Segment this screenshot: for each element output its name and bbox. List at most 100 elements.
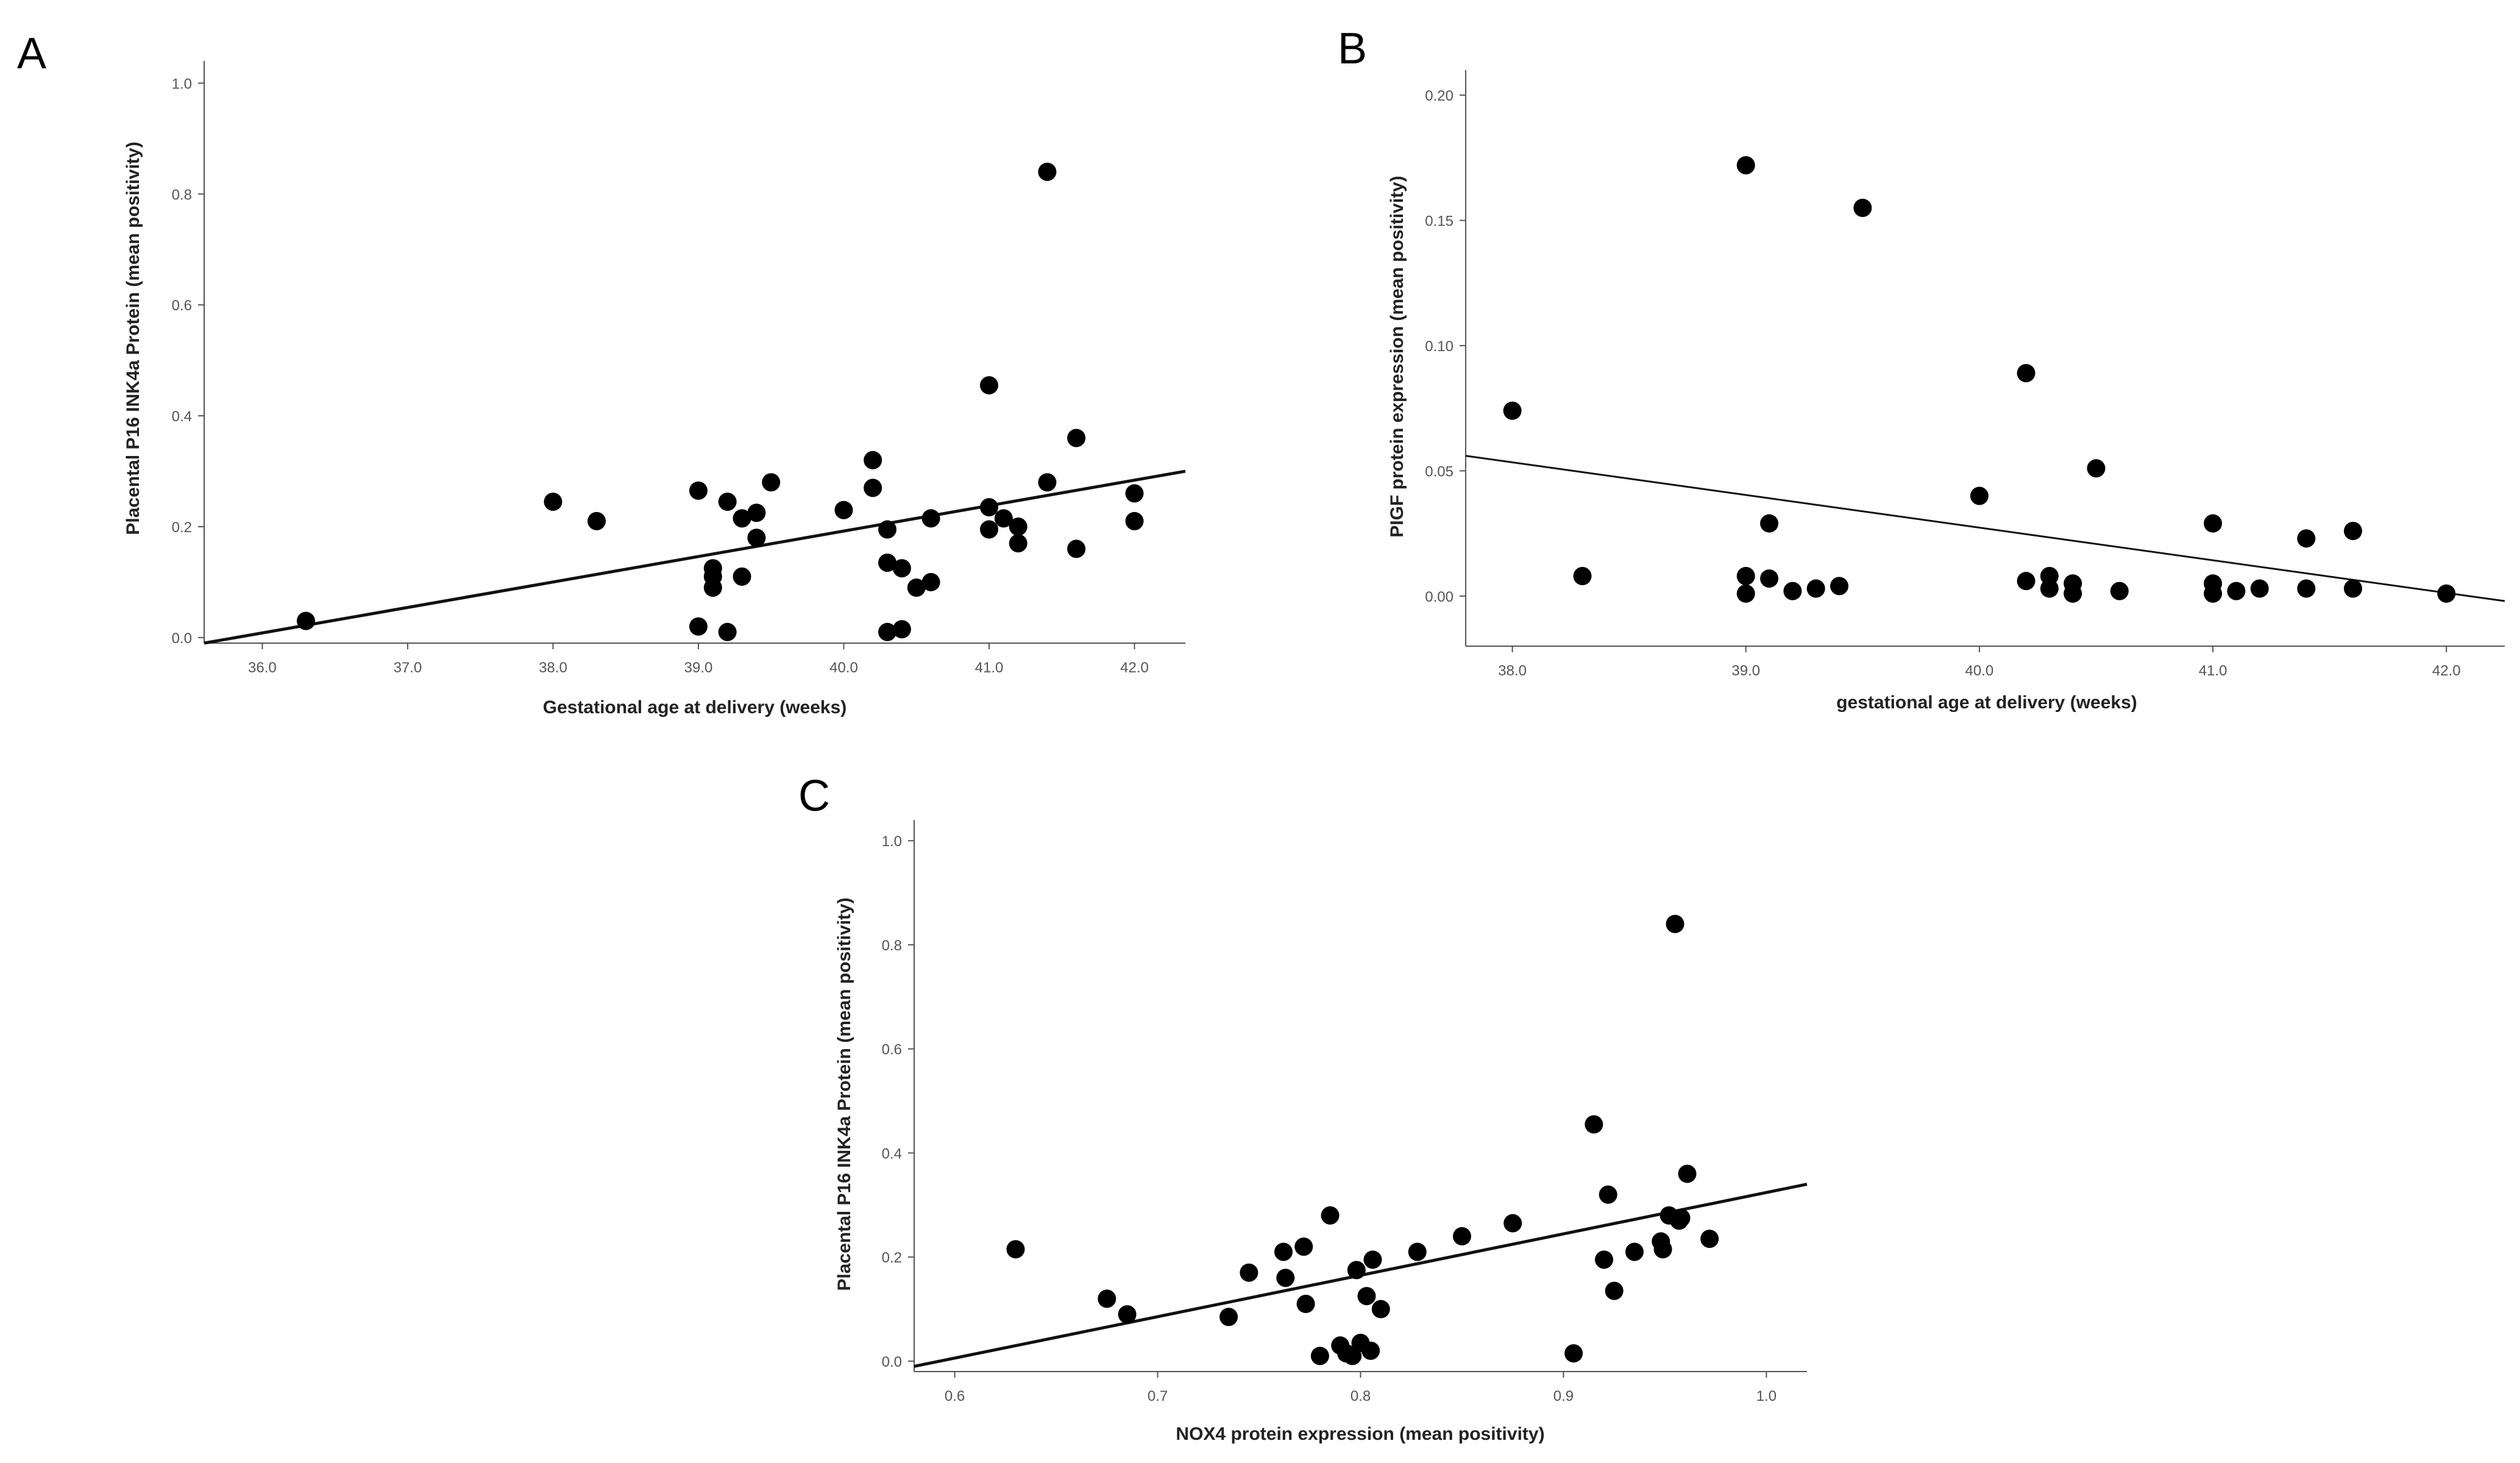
panel-a-x-tick-label: 37.0 [394, 660, 422, 676]
panel-c-data-point [1219, 1308, 1238, 1326]
panel-b-y-tick-label: 0.20 [1425, 88, 1453, 104]
panel-a-data-point [689, 481, 708, 500]
panel-c-y-tick-label: 0.6 [882, 1042, 902, 1058]
panel-c-data-point [1625, 1242, 1644, 1261]
panel-c-points [1006, 914, 1719, 1365]
panel-a-data-point [1067, 539, 1086, 558]
panel-c-data-point [1585, 1115, 1603, 1134]
panel-b-letter: B [1338, 24, 1367, 73]
panel-a-data-point [864, 450, 882, 469]
panel-a-data-point [718, 493, 737, 511]
panel-c-x-tick-label: 0.9 [1553, 1388, 1574, 1404]
panel-a-y-tick-label: 0.2 [172, 519, 192, 536]
panel-c-letter: C [798, 772, 830, 820]
panel-c-data-point [1294, 1237, 1313, 1256]
panel-a-data-point [747, 504, 766, 522]
panel-a-x-tick-label: 36.0 [248, 660, 277, 676]
panel-a-data-point [733, 567, 751, 586]
panel-b-data-point [2110, 582, 2129, 600]
panel-a-data-point [878, 554, 897, 572]
panel-a-data-point [1009, 534, 1028, 553]
panel-a-data-point [980, 520, 998, 539]
panel-c-y-tick-label: 1.0 [882, 833, 902, 850]
panel-c-data-point [1347, 1261, 1366, 1280]
panel-a-data-point [980, 376, 998, 395]
panel-a-data-point [1009, 518, 1028, 536]
panel-b-x-tick-label: 40.0 [1965, 663, 1994, 679]
panel-c-data-point [1700, 1230, 1719, 1248]
panel-b-data-point [2204, 514, 2223, 533]
panel-a-data-point [718, 622, 737, 641]
panel-b-x-tick-label: 38.0 [1498, 663, 1527, 679]
panel-b-x-tick-label: 42.0 [2432, 663, 2461, 679]
panel-b-data-point [2297, 529, 2316, 548]
panel-c-data-point [1118, 1305, 1137, 1324]
panel-c-x-label: NOX4 protein expression (mean positivity… [1176, 1424, 1544, 1444]
panel-b-data-point [1853, 198, 1872, 217]
panel-a-x-tick-label: 38.0 [539, 660, 567, 676]
panel-a-data-point [878, 520, 897, 539]
panel-c-x-tick-label: 1.0 [1756, 1388, 1776, 1404]
panel-b-data-point [2040, 566, 2059, 585]
panel-c-data-point [1595, 1250, 1614, 1269]
panel-b-y-tick-label: 0.15 [1425, 213, 1453, 230]
panel-c-data-point [1321, 1206, 1340, 1225]
panel-a-x-tick-label: 39.0 [684, 660, 713, 676]
panel-a-data-point [907, 578, 926, 597]
panel-c-data-point [1564, 1344, 1583, 1363]
panel-c-y-label: Placental P16 INK4a Protein (mean positi… [834, 897, 854, 1290]
panel-b-data-point [2437, 584, 2456, 603]
panel-a-regression-line [204, 469, 1186, 645]
panel-c-data-point [1361, 1341, 1380, 1360]
panel-a-y-tick-label: 0.6 [172, 297, 192, 314]
panel-a-y-tick-label: 0.0 [172, 630, 192, 647]
panel-c-x-tick-label: 0.6 [945, 1388, 965, 1404]
panel-a-data-point [834, 500, 853, 519]
panel-a-data-point [762, 473, 781, 492]
panel-c-y-tick-label: 0.0 [882, 1354, 902, 1370]
panel-c-data-point [1240, 1263, 1258, 1282]
panel-c-data-point [1098, 1289, 1116, 1308]
panel-b-data-point [2297, 579, 2316, 598]
panel-b-data-point [1573, 566, 1592, 585]
panel-b-data-point [2064, 584, 2082, 603]
panel-b-data-point [1503, 401, 1522, 420]
panel-a-data-point [544, 493, 563, 511]
panel-a-x-label: Gestational age at delivery (weeks) [543, 697, 847, 717]
panel-c-data-point [1357, 1287, 1376, 1306]
panel-c-data-point [1672, 1209, 1691, 1228]
panel-b-ticks: 38.0 39.0 40.0 41.0 42.0 0.00 0.05 0.10 0.15 0.20 [1425, 88, 2460, 679]
panel-a-data-point [1067, 429, 1086, 447]
panel-c-y-tick-label: 0.2 [882, 1250, 902, 1266]
panel-c-y-tick-label: 0.8 [882, 938, 902, 954]
panel-c-x-tick-label: 0.7 [1148, 1388, 1168, 1404]
panel-a-data-point [994, 509, 1013, 528]
panel-c-data-point [1452, 1227, 1471, 1246]
panel-a-data-point [878, 622, 897, 641]
panel-c-data-point [1503, 1214, 1522, 1233]
panel-a: A Gestational age at delivery (weeks) Pl… [17, 29, 1186, 717]
panel-a-x-tick-label: 42.0 [1120, 660, 1149, 676]
panel-a-y-tick-label: 0.8 [172, 187, 192, 203]
panel-b-data-point [2087, 459, 2106, 478]
panel-a-data-point [864, 479, 882, 497]
panel-b-data-point [1970, 486, 1989, 505]
panel-c-ticks: 0.6 0.7 0.8 0.9 1.0 0.0 0.2 0.4 0.6 0.8 1.0 [882, 833, 1776, 1404]
panel-b-data-point [1806, 579, 1825, 598]
panel-a-ticks: 36.0 37.0 38.0 39.0 40.0 41.0 42.0 0.0 0.2 0.4 0.6… [172, 76, 1149, 676]
panel-c-data-point [1408, 1242, 1427, 1261]
panel-b-data-point [2343, 522, 2362, 540]
panel-b-regression-line [1465, 455, 2505, 602]
panel-b-data-point [1830, 577, 1849, 596]
panel-c-data-point [1678, 1164, 1697, 1183]
panel-a-points [296, 162, 1144, 641]
panel-a-data-point [980, 498, 998, 517]
panel-b-data-point [2250, 579, 2269, 598]
panel-c-data-point [1599, 1185, 1617, 1204]
panel-a-data-point [587, 511, 606, 530]
panel-b-data-point [1783, 582, 1802, 600]
panel-b-x-tick-label: 41.0 [2199, 663, 2227, 679]
panel-c-data-point [1296, 1295, 1315, 1314]
panel-b-data-point [1736, 566, 1755, 585]
